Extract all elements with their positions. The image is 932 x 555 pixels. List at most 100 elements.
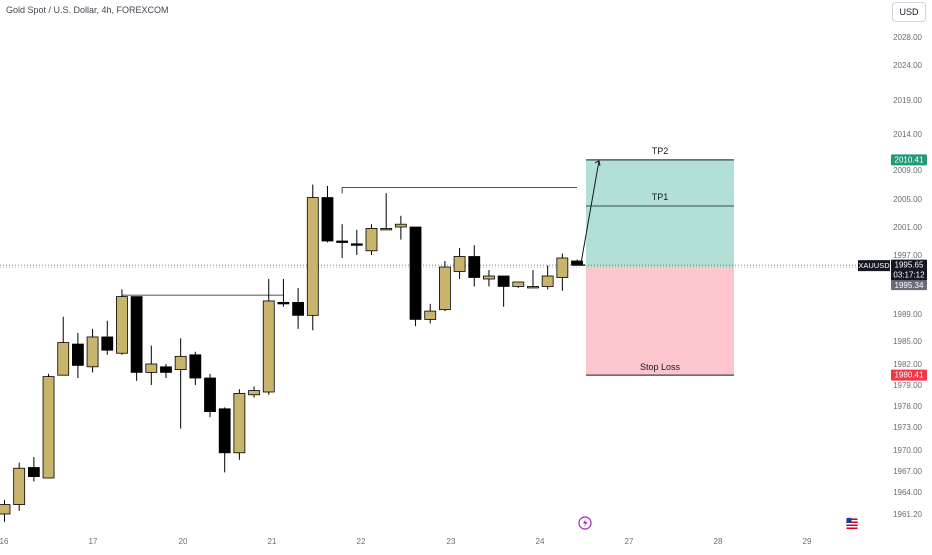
candle bbox=[218, 407, 231, 473]
x-tick-label: 20 bbox=[179, 537, 188, 546]
current-price-tag-text: 03:17:12 bbox=[893, 271, 925, 280]
long-position-tool: TP2 TP1 Stop Loss bbox=[586, 146, 734, 376]
candle bbox=[27, 457, 40, 482]
symbol-tag-box bbox=[858, 260, 890, 272]
current-price-tag-box bbox=[891, 259, 927, 281]
candle bbox=[483, 270, 495, 287]
x-tick-label: 17 bbox=[89, 537, 98, 546]
symbol-tag: XAUUSD bbox=[858, 260, 890, 272]
candle bbox=[394, 215, 407, 240]
currency-button[interactable]: USD bbox=[892, 2, 926, 22]
candle bbox=[160, 364, 172, 378]
candle-body bbox=[116, 296, 128, 354]
candle-body bbox=[350, 243, 363, 246]
candle bbox=[233, 389, 246, 460]
candle bbox=[438, 261, 451, 312]
projection-arrow-head bbox=[594, 160, 601, 166]
stop-loss-zone bbox=[586, 267, 734, 376]
candle-body bbox=[541, 275, 554, 287]
candle-body bbox=[438, 266, 451, 311]
candle bbox=[116, 289, 128, 355]
candle-body bbox=[380, 227, 393, 231]
y-tick-label: 1970.00 bbox=[893, 446, 922, 455]
projection-arrow-line bbox=[580, 160, 600, 264]
x-tick-label: 21 bbox=[268, 537, 277, 546]
candle-body bbox=[174, 355, 187, 371]
candle bbox=[248, 386, 260, 398]
stop-price-tag-text: 1980.41 bbox=[895, 371, 924, 380]
current-price-tag-text: 1995.65 bbox=[895, 261, 924, 270]
candle bbox=[424, 303, 437, 324]
tp2-price-tag: 2010.41 bbox=[891, 154, 927, 166]
x-tick-label: 24 bbox=[536, 537, 545, 546]
candle bbox=[277, 279, 290, 307]
candle bbox=[72, 332, 84, 378]
time-axis: 16 17 20 21 22 23 24 27 28 29 bbox=[0, 537, 812, 546]
y-tick-label: 1976.00 bbox=[893, 402, 922, 411]
candle bbox=[350, 229, 363, 255]
y-tick-label: 2009.00 bbox=[893, 166, 922, 175]
tp2-price-tag-box bbox=[891, 154, 927, 166]
y-tick-label: 1967.00 bbox=[893, 467, 922, 476]
candle-body bbox=[424, 310, 437, 320]
candle bbox=[13, 462, 26, 511]
candle-body bbox=[248, 390, 260, 396]
y-tick-label: 2024.00 bbox=[893, 61, 922, 70]
us-flag-stripe bbox=[846, 524, 858, 526]
candle bbox=[306, 184, 319, 331]
y-tick-label: 1979.00 bbox=[893, 381, 922, 390]
candle bbox=[468, 245, 481, 287]
candle bbox=[321, 185, 334, 243]
candle bbox=[86, 328, 99, 373]
x-tick-label: 29 bbox=[803, 537, 812, 546]
us-flag-icon[interactable] bbox=[845, 516, 859, 530]
x-tick-label: 27 bbox=[625, 537, 634, 546]
candle-body bbox=[365, 227, 378, 252]
candle bbox=[189, 351, 202, 385]
tp2-price-tag-text: 2010.41 bbox=[895, 155, 924, 164]
candle-body bbox=[218, 408, 231, 454]
y-tick-label: 1964.00 bbox=[893, 488, 922, 497]
candle-body bbox=[394, 223, 407, 228]
stop-price-tag-box bbox=[891, 369, 927, 381]
candle-body bbox=[42, 376, 55, 479]
lightning-icon[interactable] bbox=[578, 516, 592, 530]
us-flag-stripe bbox=[846, 521, 858, 523]
candle-body bbox=[556, 257, 569, 278]
x-tick-label: 16 bbox=[0, 537, 9, 546]
symbol-tag-text: XAUUSD bbox=[858, 261, 890, 270]
price-axis: 2028.00 2024.00 2019.00 2014.00 2009.00 2005.… bbox=[893, 33, 922, 519]
candle-body bbox=[409, 226, 422, 320]
chart-title: Gold Spot / U.S. Dollar, 4h, FOREXCOM bbox=[6, 5, 169, 15]
previous-close-tag-box bbox=[891, 280, 927, 291]
candle-body bbox=[204, 377, 216, 412]
lightning-icon-bolt bbox=[583, 518, 588, 528]
candle-body bbox=[262, 300, 275, 393]
candle bbox=[541, 265, 554, 290]
y-tick-label: 2001.00 bbox=[893, 223, 922, 232]
candle bbox=[292, 287, 305, 329]
candle bbox=[556, 253, 569, 291]
candle bbox=[409, 226, 422, 327]
candle bbox=[512, 281, 525, 288]
candle bbox=[453, 248, 466, 279]
candle-body bbox=[130, 296, 143, 373]
candle-body bbox=[57, 342, 70, 376]
y-tick-label: 1985.00 bbox=[893, 337, 922, 346]
y-tick-label: 1997.00 bbox=[893, 251, 922, 260]
take-profit-zone bbox=[586, 159, 734, 268]
candle-body bbox=[336, 240, 349, 243]
candle-body bbox=[0, 504, 11, 515]
y-tick-label: 1973.00 bbox=[893, 423, 922, 432]
x-tick-label: 28 bbox=[714, 537, 723, 546]
candle bbox=[174, 338, 187, 429]
candle bbox=[262, 279, 275, 395]
candle-body bbox=[483, 275, 495, 280]
candle-body bbox=[189, 354, 202, 379]
candle-body bbox=[512, 281, 525, 287]
candle-body bbox=[233, 392, 246, 454]
us-flag-stripe bbox=[846, 527, 858, 529]
